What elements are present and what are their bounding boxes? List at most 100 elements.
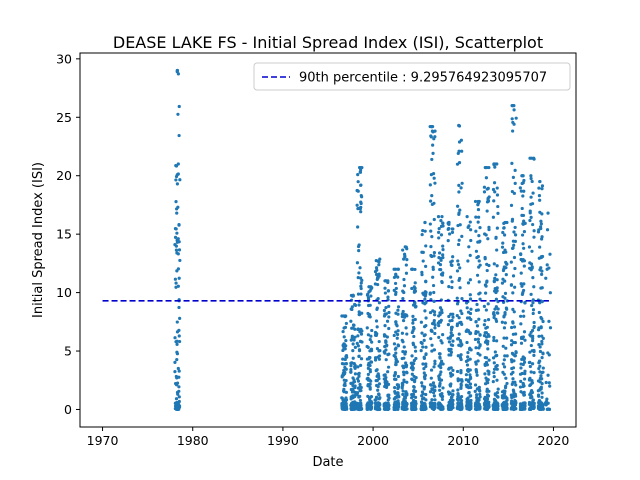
data-point <box>492 279 496 283</box>
data-point <box>438 372 442 377</box>
data-point <box>547 381 551 385</box>
data-point <box>430 343 434 347</box>
data-point <box>394 377 398 381</box>
data-point <box>440 280 444 285</box>
data-point <box>177 395 181 399</box>
data-point <box>357 271 361 275</box>
data-point <box>174 248 179 252</box>
data-point <box>176 72 180 76</box>
data-point <box>421 362 425 366</box>
data-point <box>519 341 524 345</box>
data-point <box>341 357 345 361</box>
x-axis-label: Date <box>312 455 343 470</box>
data-point <box>387 393 391 397</box>
data-point <box>403 252 407 256</box>
data-point <box>173 336 177 340</box>
data-point <box>530 362 535 366</box>
data-point <box>449 343 453 347</box>
data-point <box>512 325 517 329</box>
data-point <box>538 301 542 305</box>
data-point <box>504 376 508 380</box>
data-point <box>494 297 499 301</box>
data-point <box>357 303 361 307</box>
data-point <box>529 396 533 400</box>
data-point <box>174 374 178 379</box>
data-point <box>424 264 428 268</box>
data-point <box>178 339 182 344</box>
data-point <box>177 375 181 379</box>
data-point <box>439 366 443 370</box>
data-point <box>492 262 496 266</box>
data-point <box>519 189 523 193</box>
data-point <box>374 404 379 409</box>
data-point <box>424 324 428 328</box>
data-point <box>450 280 454 284</box>
data-point <box>343 383 347 388</box>
data-point <box>528 364 532 369</box>
data-point <box>446 227 450 231</box>
data-point <box>521 362 525 367</box>
data-point <box>522 178 526 183</box>
data-point <box>529 330 533 334</box>
data-point <box>355 261 359 265</box>
data-point <box>430 194 434 198</box>
data-point <box>405 257 409 262</box>
data-point <box>521 222 525 226</box>
data-point <box>540 395 544 399</box>
data-point <box>384 340 388 344</box>
data-point <box>412 385 416 389</box>
data-point <box>500 320 504 324</box>
data-point <box>412 326 416 331</box>
data-point <box>386 370 390 374</box>
data-point <box>410 354 414 358</box>
data-point <box>393 372 397 376</box>
data-point <box>441 244 445 248</box>
data-point <box>539 315 543 320</box>
data-point <box>456 242 461 247</box>
data-point <box>487 227 491 232</box>
data-point <box>357 310 361 314</box>
data-point <box>384 344 389 348</box>
data-point <box>392 333 396 338</box>
data-point <box>478 263 482 267</box>
data-point <box>519 390 523 394</box>
data-point <box>466 355 470 359</box>
data-point <box>402 345 406 349</box>
data-point <box>457 190 461 194</box>
data-point <box>342 378 346 382</box>
data-point <box>529 406 533 410</box>
data-point <box>466 225 470 229</box>
data-point <box>492 371 496 375</box>
data-point <box>521 309 525 313</box>
data-point <box>353 394 357 399</box>
data-point <box>538 364 542 368</box>
data-point <box>174 200 178 204</box>
data-point <box>376 373 380 377</box>
data-point <box>532 229 536 233</box>
data-point <box>455 162 460 166</box>
data-point <box>358 394 362 398</box>
data-point <box>373 270 378 274</box>
data-point <box>540 404 544 409</box>
data-point <box>429 245 433 249</box>
data-point <box>450 393 455 397</box>
data-point <box>484 356 489 360</box>
data-point <box>513 225 517 230</box>
data-point <box>503 354 507 358</box>
data-point <box>433 323 437 327</box>
data-point <box>538 359 542 363</box>
data-point <box>433 313 437 317</box>
data-point <box>484 291 488 295</box>
data-point <box>439 378 444 382</box>
data-point <box>456 401 460 405</box>
data-point <box>494 273 498 277</box>
data-point <box>541 366 545 370</box>
data-point <box>478 333 482 337</box>
data-point <box>484 308 488 312</box>
data-point <box>482 401 487 406</box>
data-point <box>512 108 516 112</box>
data-point <box>545 228 550 232</box>
data-point <box>383 351 387 355</box>
data-point <box>486 302 490 306</box>
data-point <box>510 360 514 364</box>
